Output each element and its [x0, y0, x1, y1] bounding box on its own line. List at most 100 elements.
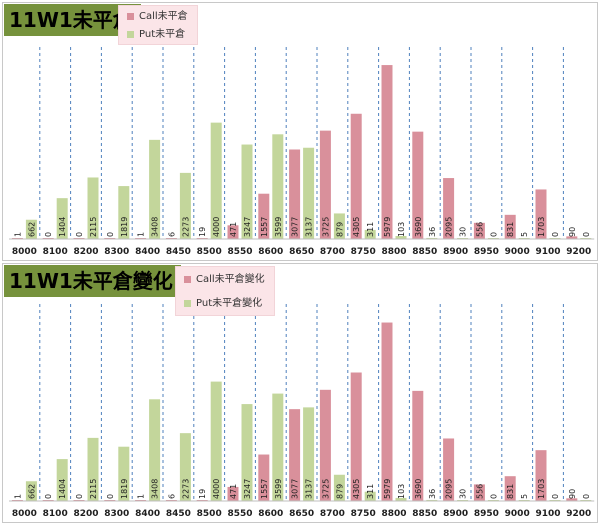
x-tick-label: 8200	[73, 509, 98, 519]
bar-put	[210, 381, 222, 501]
bar-call	[535, 450, 547, 501]
bar-put	[25, 219, 37, 239]
bar-put	[426, 237, 438, 239]
chart-title: 11W1未平倉變化	[4, 265, 181, 297]
legend-item-put: Put未平倉	[127, 28, 185, 42]
data-label-call: 5979	[383, 479, 392, 499]
legend-item-put: Put未平倉變化	[184, 297, 262, 311]
data-label-put: 662	[27, 222, 36, 237]
data-label-put: 4000	[212, 479, 221, 499]
data-label-call: 3077	[291, 479, 300, 499]
data-label-put: 2273	[181, 479, 190, 499]
data-label-call: 90	[568, 489, 577, 499]
bar-call	[443, 178, 455, 239]
legend-item-call: Call未平倉變化	[184, 273, 265, 287]
x-tick-label: 8450	[166, 247, 191, 257]
x-tick-label: 9000	[505, 509, 530, 519]
bar-put	[241, 144, 253, 239]
data-label-call: 831	[506, 222, 515, 237]
data-label-put: 3247	[243, 479, 252, 499]
legend-swatch-call	[184, 275, 191, 283]
chart-panel-bottom: 1 662 8000 0 1404 8100 0 2115 8200 0 1819 8300 1 3408…	[2, 263, 598, 523]
x-tick-label: 9200	[566, 509, 591, 519]
data-label-put: 0	[489, 232, 498, 237]
data-label-put: 879	[335, 222, 344, 237]
bar-put	[364, 491, 376, 501]
bar-call	[381, 322, 393, 501]
data-label-put: 3408	[151, 479, 160, 499]
legend-label-put: Put未平倉	[139, 29, 186, 40]
x-tick-label: 8200	[73, 247, 98, 257]
data-label-put: 0	[551, 494, 560, 499]
data-label-call: 471	[229, 484, 238, 499]
x-tick-label: 8300	[104, 247, 129, 257]
data-label-call: 1	[13, 232, 22, 237]
x-tick-label: 9100	[535, 509, 560, 519]
data-label-call: 556	[475, 484, 484, 499]
data-label-put: 1404	[58, 217, 67, 237]
bar-call	[258, 193, 270, 239]
data-label-put: 0	[489, 494, 498, 499]
data-label-call: 0	[106, 494, 115, 499]
data-label-put: 3137	[305, 479, 314, 499]
data-label-call: 19	[198, 227, 207, 237]
data-label-put: 2273	[181, 217, 190, 237]
bar-call	[381, 65, 393, 239]
data-label-call: 1703	[537, 479, 546, 499]
data-label-put: 3599	[274, 479, 283, 499]
bar-put	[118, 186, 130, 239]
bar-call	[412, 390, 424, 501]
data-label-put: 3137	[305, 217, 314, 237]
data-label-put: 3599	[274, 217, 283, 237]
legend-swatch-call	[127, 12, 134, 20]
bar-call	[227, 486, 239, 501]
x-tick-label: 8000	[12, 247, 37, 257]
x-tick-label: 9000	[505, 247, 530, 257]
data-label-call: 6	[167, 232, 176, 237]
data-label-call: 3690	[414, 479, 423, 499]
x-tick-label: 8700	[320, 509, 345, 519]
bar-put	[241, 404, 253, 501]
x-tick-label: 8750	[351, 509, 376, 519]
data-label-put: 3408	[151, 217, 160, 237]
data-label-call: 5979	[383, 217, 392, 237]
x-tick-label: 8600	[258, 509, 283, 519]
data-label-call: 556	[475, 222, 484, 237]
data-label-call: 1	[137, 232, 146, 237]
x-tick-label: 8950	[474, 509, 499, 519]
bar-put	[333, 213, 345, 239]
x-tick-label: 8800	[381, 509, 406, 519]
data-label-call: 0	[75, 232, 84, 237]
data-label-put: 4000	[212, 217, 221, 237]
x-tick-label: 8100	[43, 247, 68, 257]
bar-call	[443, 438, 455, 501]
data-label-put: 103	[397, 484, 406, 499]
chart-legend: Call未平倉 Put未平倉	[118, 5, 198, 45]
data-label-call: 3725	[321, 217, 330, 237]
data-label-call: 1	[137, 494, 146, 499]
bar-put	[364, 229, 376, 239]
data-label-put: 2115	[89, 217, 98, 237]
data-label-put: 5	[520, 232, 529, 237]
data-label-put: 1819	[120, 479, 129, 499]
bar-put	[149, 139, 161, 239]
bar-put	[210, 122, 222, 239]
x-tick-label: 8400	[135, 247, 160, 257]
data-label-call: 0	[44, 494, 53, 499]
bar-call	[289, 409, 301, 501]
legend-swatch-put	[184, 299, 191, 307]
x-tick-label: 8850	[412, 509, 437, 519]
x-tick-label: 8100	[43, 509, 68, 519]
legend-label-call: Call未平倉變化	[196, 274, 265, 285]
bar-call	[566, 236, 578, 239]
x-tick-label: 9100	[535, 247, 560, 257]
x-tick-label: 8000	[12, 509, 37, 519]
data-label-call: 2095	[445, 479, 454, 499]
bar-call	[227, 225, 239, 239]
bar-call	[504, 214, 516, 239]
bar-put	[118, 446, 130, 501]
data-label-put: 36	[428, 227, 437, 237]
bar-call	[350, 372, 362, 501]
data-label-put: 36	[428, 489, 437, 499]
data-label-call: 0	[44, 232, 53, 237]
